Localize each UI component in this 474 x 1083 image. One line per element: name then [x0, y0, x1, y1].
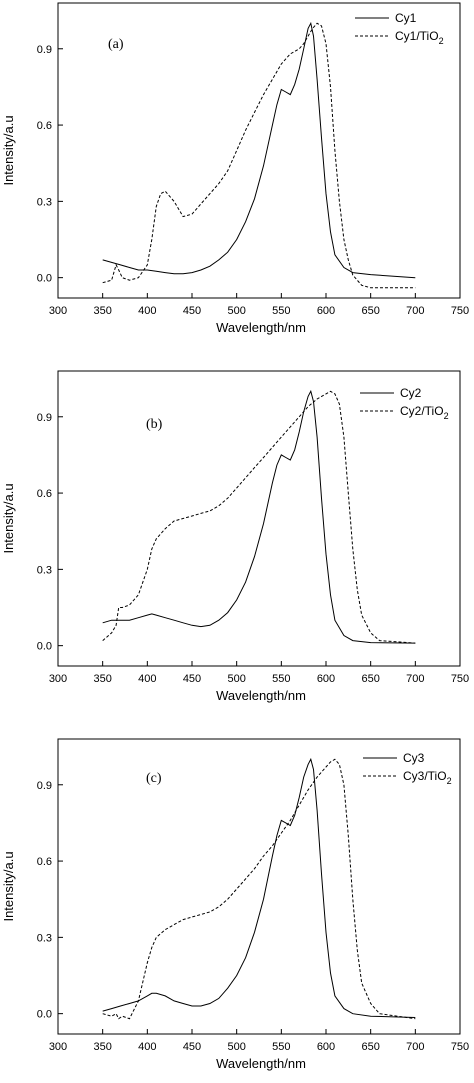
x-tick-label: 400: [138, 1041, 156, 1053]
x-axis-title: Wavelength/nm: [216, 1056, 306, 1071]
x-tick-label: 400: [138, 305, 156, 317]
y-tick-label: 0.9: [37, 412, 52, 424]
x-tick-label: 700: [406, 673, 424, 685]
series-line-dashed: [102, 758, 416, 1020]
y-tick-label: 0.3: [37, 932, 52, 944]
x-tick-label: 500: [227, 1041, 245, 1053]
x-tick-label: 750: [451, 1041, 469, 1053]
chart-panel-1: 300 350 400 450 500 550 600 650 700 750 0.0 0.3 0.6 0…: [1, 2, 469, 335]
y-axis-title: Intensity/a.u: [1, 851, 16, 921]
chart-panel-3: 300 350 400 450 500 550 600 650 700 750 0.0 0.3 0.6 0…: [1, 738, 469, 1071]
legend-label: Cy3/TiO2: [403, 769, 452, 786]
x-tick-label: 600: [317, 305, 335, 317]
legend-subscript: 2: [444, 411, 449, 421]
y-tick-label: 0.9: [37, 44, 52, 56]
x-tick-label: 450: [183, 305, 201, 317]
y-axis-title: Intensity/a.u: [1, 115, 16, 185]
x-tick-label: 650: [361, 305, 379, 317]
plot-frame: [57, 2, 461, 299]
x-tick-label: 500: [227, 673, 245, 685]
legend-subscript: 2: [447, 776, 452, 786]
series-line-dashed: [102, 390, 416, 644]
legend-label: Cy2/TiO2: [400, 404, 449, 421]
series-line-solid: [102, 757, 416, 1018]
x-tick-label: 300: [49, 673, 67, 685]
plot-frame: [57, 370, 461, 667]
panel-label: (b): [146, 417, 163, 432]
y-tick-label: 0.0: [37, 1009, 52, 1021]
legend-label: Cy1/TiO2: [395, 29, 444, 46]
legend-label: Cy1: [395, 11, 417, 25]
x-tick-label: 350: [93, 673, 111, 685]
x-axis-title: Wavelength/nm: [216, 320, 306, 335]
y-tick-label: 0.0: [37, 273, 52, 285]
legend-subscript: 2: [439, 36, 444, 46]
y-tick-label: 0.6: [37, 120, 52, 132]
x-tick-label: 450: [183, 673, 201, 685]
y-tick-label: 0.3: [37, 564, 52, 576]
panel-label: (c): [146, 771, 162, 786]
panel-label: (a): [108, 37, 124, 52]
x-tick-label: 650: [361, 1041, 379, 1053]
x-tick-label: 550: [272, 673, 290, 685]
y-tick-label: 0.6: [37, 856, 52, 868]
series-line-solid: [102, 21, 416, 279]
legend-label: Cy2: [400, 386, 422, 400]
x-tick-label: 350: [93, 305, 111, 317]
plot-frame: [57, 738, 461, 1035]
x-tick-label: 600: [317, 673, 335, 685]
chart-panel-2: 300 350 400 450 500 550 600 650 700 750 0.0 0.3 0.6 0…: [1, 370, 469, 703]
legend-label: Cy3: [403, 751, 425, 765]
y-tick-label: 0.3: [37, 196, 52, 208]
x-tick-label: 550: [272, 305, 290, 317]
y-axis-title: Intensity/a.u: [1, 483, 16, 553]
series-line-solid: [102, 389, 416, 644]
x-tick-label: 550: [272, 1041, 290, 1053]
y-tick-label: 0.0: [37, 641, 52, 653]
x-tick-label: 600: [317, 1041, 335, 1053]
x-tick-label: 500: [227, 305, 245, 317]
x-tick-label: 300: [49, 1041, 67, 1053]
x-tick-label: 750: [451, 305, 469, 317]
x-tick-label: 650: [361, 673, 379, 685]
series-line-dashed: [102, 22, 416, 289]
x-tick-label: 700: [406, 1041, 424, 1053]
y-tick-label: 0.9: [37, 780, 52, 792]
x-tick-label: 700: [406, 305, 424, 317]
x-tick-label: 750: [451, 673, 469, 685]
x-tick-label: 300: [49, 305, 67, 317]
x-tick-label: 450: [183, 1041, 201, 1053]
y-tick-label: 0.6: [37, 488, 52, 500]
x-axis-title: Wavelength/nm: [216, 688, 306, 703]
x-tick-label: 350: [93, 1041, 111, 1053]
x-tick-label: 400: [138, 673, 156, 685]
